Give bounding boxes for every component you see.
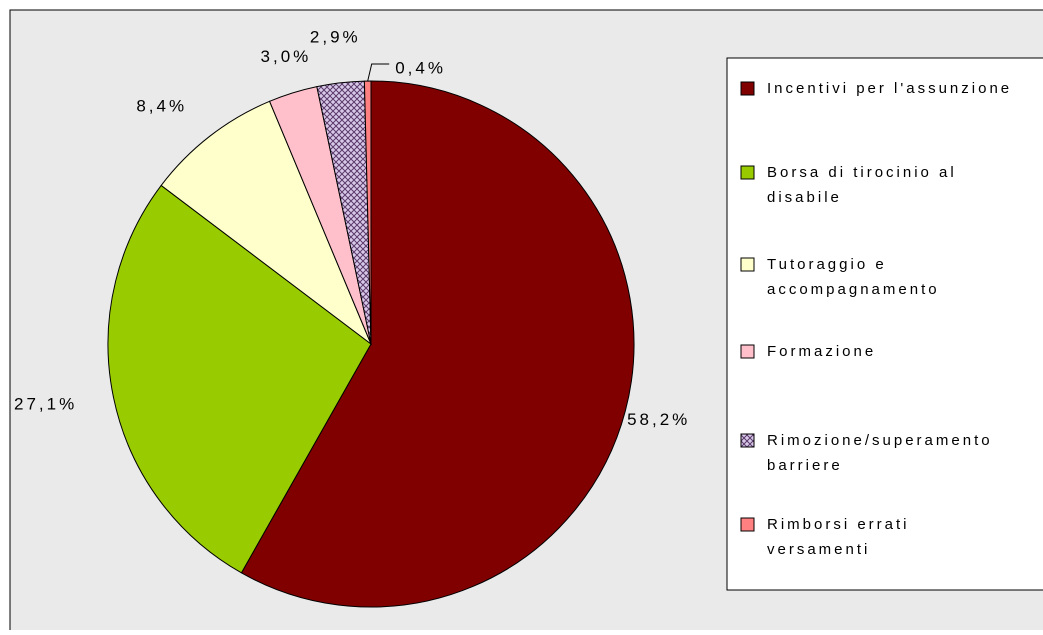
legend-label-rimozione-superamento-barriere: Rimozione/superamento: [767, 432, 993, 449]
legend-swatch-rimozione-superamento-barriere: [740, 433, 755, 448]
slice-label-borsa-di-tirocinio-al-disabile: 27,1%: [14, 394, 77, 413]
legend-label-tutoraggio-e-accompagnamento: Tutoraggio e: [767, 256, 887, 273]
slice-label-incentivi-per-l-assunzione: 58,2%: [627, 410, 690, 429]
legend-label-borsa-di-tirocinio-al-disabile: Borsa di tirocinio al: [767, 164, 957, 181]
legend-box: [726, 57, 1043, 591]
pie-slices: [107, 80, 635, 608]
slice-label-formazione: 3,0%: [261, 47, 312, 66]
legend-label-incentivi-per-l-assunzione: Incentivi per l'assunzione: [767, 80, 1012, 97]
legend-swatch-formazione: [740, 344, 755, 359]
pie-slice-incentivi-per-l-assunzione: [240, 80, 635, 608]
legend-swatch-tutoraggio-e-accompagnamento: [740, 257, 755, 272]
slice-label-tutoraggio-e-accompagnamento: 8,4%: [136, 96, 187, 115]
leader-line-rimborsi-errati-versamenti: [367, 63, 390, 82]
legend-label-formazione: Formazione: [767, 343, 876, 360]
pie-slice-borsa-di-tirocinio-al-disabile: [107, 184, 372, 574]
slice-label-rimozione-superamento-barriere: 2,9%: [310, 28, 361, 47]
pie-slice-rimborsi-errati-versamenti: [363, 80, 372, 345]
slice-label-rimborsi-errati-versamenti: 0,4%: [395, 58, 446, 77]
legend-label-rimozione-superamento-barriere-line-2: barriere: [767, 457, 843, 474]
legend-label-rimborsi-errati-versamenti-line-2: versamenti: [767, 541, 870, 558]
legend-label-borsa-di-tirocinio-al-disabile-line-2: disabile: [767, 189, 842, 206]
legend-label-tutoraggio-e-accompagnamento-line-2: accompagnamento: [767, 281, 940, 298]
legend: Incentivi per l'assunzione Borsa di tiroc…: [740, 80, 1012, 558]
slice-labels: 58,2% 27,1% 8,4% 3,0%2,9% 0,4%: [14, 28, 690, 429]
legend-swatch-incentivi-per-l-assunzione: [740, 81, 755, 96]
pie-slice-tutoraggio-e-accompagnamento: [160, 100, 373, 346]
legend-swatch-rimborsi-errati-versamenti: [740, 517, 755, 532]
legend-swatch-borsa-di-tirocinio-al-disabile: [740, 165, 755, 180]
legend-label-rimborsi-errati-versamenti: Rimborsi errati: [767, 516, 910, 533]
